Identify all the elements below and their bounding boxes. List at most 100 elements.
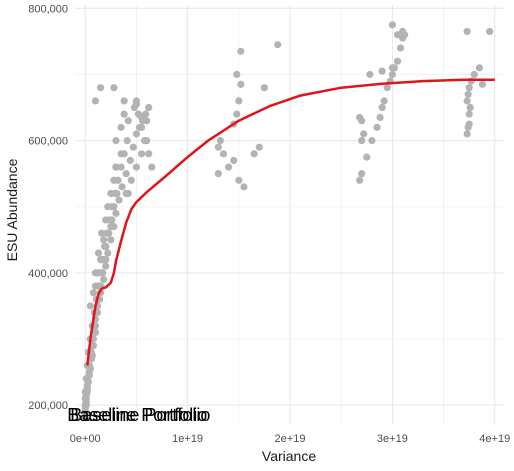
data-point	[104, 249, 112, 257]
data-point	[233, 110, 241, 118]
data-point	[118, 183, 126, 191]
data-point	[98, 229, 106, 237]
data-point	[478, 80, 487, 88]
data-point	[143, 117, 151, 125]
data-point	[216, 136, 224, 145]
data-point	[399, 27, 407, 36]
data-point	[96, 84, 105, 92]
data-point	[214, 170, 222, 178]
x-tick-label: 3e+19	[377, 433, 408, 445]
data-point	[82, 401, 90, 409]
data-point	[117, 123, 125, 131]
data-point	[376, 113, 384, 122]
data-point	[255, 143, 263, 151]
data-point	[124, 117, 132, 125]
data-point	[129, 143, 137, 151]
data-point	[465, 84, 473, 92]
data-point	[100, 275, 108, 284]
data-point	[85, 371, 93, 379]
data-point	[112, 136, 120, 145]
y-axis-title: ESU Abundance	[4, 158, 20, 261]
data-point	[388, 64, 396, 72]
data-point	[393, 57, 402, 65]
data-point	[388, 21, 396, 29]
data-point	[486, 27, 494, 36]
data-point	[112, 163, 120, 171]
data-point	[94, 249, 103, 257]
data-point	[83, 388, 91, 396]
data-point	[122, 170, 130, 178]
data-point	[393, 31, 402, 39]
data-point	[383, 84, 391, 92]
data-point	[114, 176, 122, 184]
data-point	[132, 130, 141, 138]
y-tick-label: 200,000	[28, 400, 68, 412]
data-point	[124, 189, 132, 198]
data-point	[88, 351, 97, 360]
data-point	[126, 156, 134, 165]
data-point	[107, 236, 115, 244]
data-point	[475, 64, 484, 72]
data-point	[235, 176, 243, 184]
data-point	[465, 110, 473, 118]
data-point	[360, 130, 368, 138]
data-point	[86, 302, 94, 310]
data-point	[91, 269, 100, 277]
data-point	[132, 163, 141, 171]
data-point	[102, 242, 110, 251]
x-tick-label: 0e+00	[70, 433, 101, 445]
x-tick-label: 4e+19	[479, 433, 510, 445]
annotation-label: Baseline Portfolio	[70, 405, 210, 425]
data-point	[110, 222, 118, 231]
data-point	[84, 378, 92, 386]
data-point	[110, 84, 118, 92]
data-point	[466, 103, 474, 112]
data-point	[89, 342, 98, 350]
data-point	[235, 97, 243, 105]
annotation-label: Baseline Portfolio	[67, 405, 207, 425]
data-point	[120, 150, 128, 158]
x-tick-label: 1e+19	[172, 433, 203, 445]
data-point	[378, 67, 386, 75]
data-point	[224, 163, 233, 171]
x-tick-label: 2e+19	[275, 433, 306, 445]
data-point	[145, 103, 153, 112]
data-point	[388, 70, 396, 79]
data-point	[250, 150, 258, 158]
data-point	[81, 408, 89, 416]
trend-line	[86, 78, 495, 366]
x-axis-ticks: 0e+00 1e+19 2e+19 3e+19 4e+19	[70, 433, 510, 445]
data-point	[237, 80, 245, 88]
data-point	[237, 47, 245, 55]
data-point	[120, 110, 128, 118]
x-axis-title: Variance	[262, 448, 316, 464]
y-tick-label: 800,000	[28, 3, 68, 15]
data-point	[137, 113, 146, 122]
data-point	[470, 70, 478, 79]
data-point	[230, 156, 238, 165]
data-point	[113, 189, 121, 198]
data-point	[358, 136, 366, 145]
scatter-points	[81, 21, 494, 421]
data-point	[219, 150, 228, 158]
data-point	[81, 413, 89, 421]
y-tick-label: 400,000	[28, 268, 68, 280]
data-point	[115, 196, 123, 204]
data-point	[368, 136, 376, 145]
data-point	[366, 70, 374, 79]
data-point	[363, 153, 371, 161]
grid-major	[75, 5, 505, 425]
data-point	[120, 97, 128, 105]
data-point	[105, 229, 113, 237]
data-point	[358, 170, 366, 178]
y-tick-label: 600,000	[28, 136, 68, 148]
data-point	[463, 130, 471, 138]
data-point	[108, 216, 116, 224]
data-point	[274, 41, 282, 49]
data-point	[373, 123, 381, 131]
data-point	[127, 176, 135, 184]
data-point	[135, 123, 144, 131]
data-point	[380, 97, 388, 105]
